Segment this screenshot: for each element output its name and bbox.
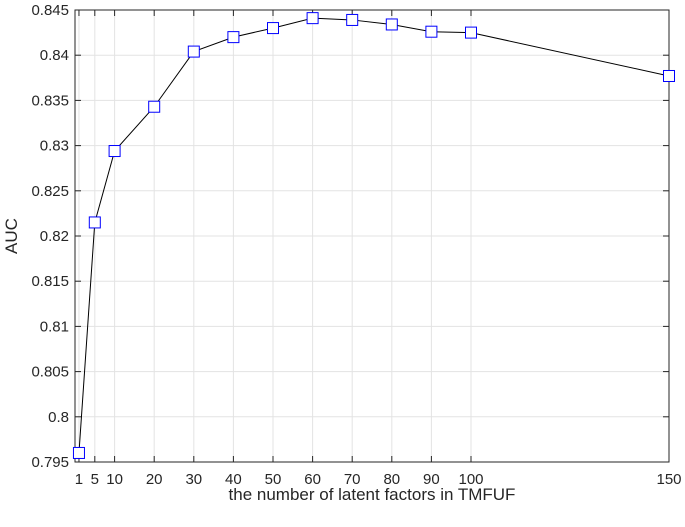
x-tick-label: 50 (265, 471, 282, 488)
x-axis-label: the number of latent factors in TMFUF (229, 485, 516, 504)
y-tick-label: 0.815 (31, 273, 69, 290)
y-tick-label: 0.81 (40, 318, 69, 335)
data-point-marker (306, 12, 319, 25)
y-axis-label: AUC (2, 218, 21, 254)
data-point-marker (148, 100, 161, 113)
data-point-marker (425, 25, 438, 38)
y-tick-label: 0.83 (40, 138, 69, 155)
y-tick-label: 0.835 (31, 92, 69, 109)
x-tick-label: 40 (225, 471, 242, 488)
data-point-marker (187, 45, 200, 58)
auc-series-markers (72, 12, 675, 459)
y-tick-label: 0.795 (31, 454, 69, 471)
y-tick-label: 0.82 (40, 228, 69, 245)
axis-ticks (75, 9, 670, 463)
data-point-marker (108, 145, 121, 158)
data-point-marker (465, 26, 477, 39)
x-tick-label: 90 (423, 471, 440, 488)
grid-lines (75, 9, 670, 463)
y-tick-label: 0.805 (31, 364, 69, 381)
x-tick-label: 20 (146, 471, 163, 488)
y-tick-label: 0.825 (31, 183, 69, 200)
x-tick-label: 30 (185, 471, 202, 488)
x-tick-label: 150 (656, 471, 681, 488)
x-tick-label: 5 (91, 471, 99, 488)
x-tick-label: 60 (304, 471, 321, 488)
y-tick-label: 0.8 (48, 409, 69, 426)
data-point-marker (663, 69, 675, 82)
x-tick-label: 10 (106, 471, 123, 488)
x-tick-label: 100 (458, 471, 483, 488)
data-point-marker (385, 18, 398, 31)
data-point-marker (227, 31, 240, 44)
data-point-marker (267, 22, 279, 35)
x-tick-label: 70 (344, 471, 361, 488)
data-point-marker (72, 446, 85, 459)
y-tick-label: 0.84 (40, 47, 69, 64)
tick-labels: 0.795 0.8 0.805 0.81 0.815 0.82 0.825 0.83 0.835… (31, 2, 681, 488)
data-point-marker (346, 13, 359, 26)
data-point-marker (88, 216, 101, 229)
x-tick-label: 1 (75, 471, 83, 488)
x-tick-label: 80 (383, 471, 400, 488)
y-tick-label: 0.845 (31, 2, 69, 19)
